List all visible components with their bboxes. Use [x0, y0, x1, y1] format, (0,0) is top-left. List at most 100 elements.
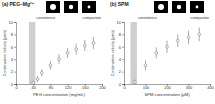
- tick: 6: [119, 45, 124, 50]
- point: [155, 52, 158, 55]
- tick-label: 2: [119, 69, 122, 74]
- inset-blob: [196, 6, 199, 9]
- error-bar: [156, 47, 157, 58]
- tick-mark: [122, 72, 124, 73]
- tick-label: 0: [123, 85, 126, 90]
- inset-image: [190, 1, 204, 13]
- tick: 100: [143, 84, 150, 90]
- annotation: coexistence: [36, 16, 55, 20]
- x-axis: 0 100 200 300 400: [123, 84, 214, 90]
- tick-mark: [122, 22, 124, 23]
- tick-label: 80: [49, 85, 54, 90]
- tick: 80: [49, 84, 54, 90]
- tick-label: 160: [82, 85, 89, 90]
- inset-blob: [177, 5, 181, 9]
- error-bar: [177, 34, 178, 46]
- point: [166, 45, 169, 48]
- inset-image: [64, 1, 78, 13]
- annotation: compaction: [83, 16, 101, 20]
- tick: 10: [9, 20, 16, 25]
- tick-label: 200: [164, 85, 171, 90]
- tick: 300: [186, 84, 193, 90]
- point: [49, 64, 52, 67]
- tick-mark: [14, 59, 16, 60]
- x-axis: 0 40 80 120 160 200: [15, 84, 106, 90]
- tick: 120: [65, 84, 72, 90]
- point: [32, 81, 35, 84]
- error-bar: [67, 48, 68, 58]
- tick: 6: [11, 45, 16, 50]
- error-bar: [134, 80, 135, 84]
- point: [66, 52, 69, 55]
- point: [75, 48, 78, 51]
- annotation: compaction: [191, 16, 209, 20]
- error-bar: [145, 60, 146, 70]
- point: [36, 78, 39, 81]
- tick-label: 8: [11, 32, 14, 37]
- title: (a) PEG–Mg²⁺: [2, 1, 35, 7]
- tick-label: 120: [65, 85, 72, 90]
- inset-image: [172, 1, 186, 13]
- error-bar: [93, 37, 94, 49]
- y-axis: 0 2 4 6 8 10: [117, 20, 125, 87]
- point: [187, 36, 190, 39]
- tick-label: 200: [99, 85, 106, 90]
- tick: 10: [117, 20, 124, 25]
- inset-blob: [158, 4, 164, 10]
- error-bar: [188, 31, 189, 45]
- tick-mark: [122, 34, 124, 35]
- x-axis-label: SPM concentration (μM): [144, 92, 190, 97]
- tick: 0: [11, 82, 16, 87]
- tick: 0: [123, 84, 126, 90]
- error-bar: [167, 41, 168, 53]
- axis-line: [14, 23, 17, 85]
- x-axis-label: PEG concentration (mg/mL): [33, 92, 86, 97]
- plot-area: [130, 22, 200, 84]
- error-bar: [59, 54, 60, 64]
- tick: 4: [119, 57, 124, 62]
- tick: 8: [119, 32, 124, 37]
- tick: 160: [82, 84, 89, 90]
- error-bar: [41, 69, 42, 76]
- shaded-band: [130, 22, 136, 84]
- tick: 0: [15, 84, 18, 90]
- error-bar: [84, 40, 85, 51]
- point: [40, 71, 43, 74]
- point: [83, 44, 86, 47]
- point: [144, 64, 147, 67]
- tick-mark: [14, 22, 16, 23]
- inset-image: [154, 1, 168, 13]
- tick-label: 0: [11, 82, 14, 87]
- inset-blob: [69, 5, 73, 9]
- tick-mark: [14, 72, 16, 73]
- inset-image: [82, 1, 96, 13]
- tick: 8: [11, 32, 16, 37]
- tick-mark: [14, 84, 16, 85]
- tick-mark: [14, 34, 16, 35]
- tick: 4: [11, 57, 16, 62]
- tick: 40: [31, 84, 36, 90]
- tick-mark: [122, 47, 124, 48]
- tick: 0: [119, 82, 124, 87]
- tick-label: 300: [186, 85, 193, 90]
- axis-line: [122, 23, 125, 85]
- tick-label: 8: [119, 32, 122, 37]
- tick: 200: [99, 84, 106, 90]
- tick: 200: [164, 84, 171, 90]
- tick: 2: [11, 69, 16, 74]
- tick-label: 2: [11, 69, 14, 74]
- tick-label: 4: [119, 57, 122, 62]
- tick-label: 6: [119, 45, 122, 50]
- tick-label: 0: [15, 85, 18, 90]
- tick: 400: [207, 84, 214, 90]
- axis-line: [17, 85, 103, 87]
- y-axis-label: Condensation velocity (μm/s): [111, 30, 115, 76]
- error-bar: [33, 81, 34, 84]
- tick-label: 0: [119, 82, 122, 87]
- tick-label: 400: [207, 85, 214, 90]
- error-bar: [76, 44, 77, 55]
- inset-blob: [88, 6, 91, 9]
- annotation: coexistence: [138, 16, 157, 20]
- inset-image: [46, 1, 60, 13]
- tick: 2: [119, 69, 124, 74]
